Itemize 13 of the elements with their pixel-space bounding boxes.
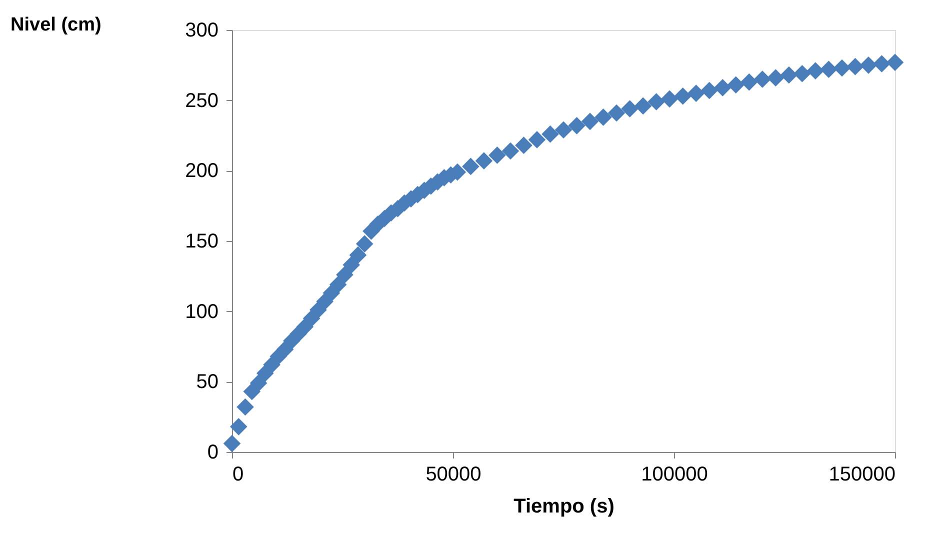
x-tick-label: 0	[232, 464, 244, 486]
y-tick-label: 250	[185, 90, 218, 112]
y-axis-title: Nivel (cm)	[10, 14, 102, 36]
y-tick-label: 150	[185, 230, 218, 252]
x-tick-label: 150000	[828, 464, 896, 486]
y-tick-label: 100	[185, 300, 218, 323]
x-tick-label: 50000	[426, 464, 482, 486]
y-tick-label: 200	[185, 160, 218, 182]
y-tick-label: 0	[207, 442, 218, 464]
x-axis-title: Tiempo (s)	[514, 496, 614, 518]
y-tick-label: 300	[185, 20, 218, 42]
x-tick-label: 100000	[641, 464, 708, 486]
y-tick-label: 50	[196, 371, 218, 394]
